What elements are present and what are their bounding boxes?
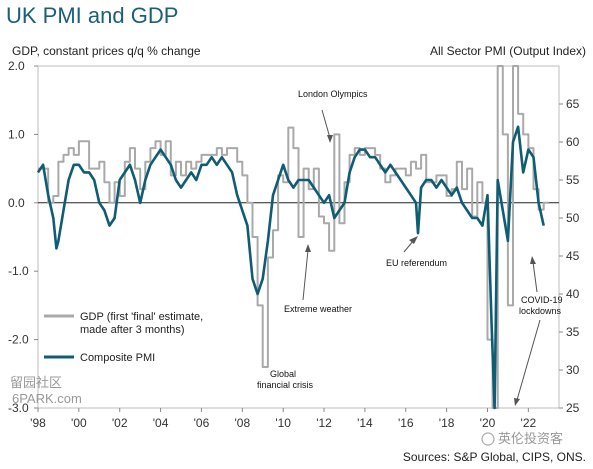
watermark-site: 留园社区 bbox=[10, 375, 62, 390]
watermark-url: 6PARK.com bbox=[12, 391, 82, 406]
annotation-arrow bbox=[516, 319, 541, 401]
plot-frame bbox=[37, 65, 560, 409]
annotation-lockdowns: lockdowns bbox=[519, 306, 562, 316]
x-tick-label: '02 bbox=[112, 416, 128, 430]
x-tick-label: '10 bbox=[275, 416, 291, 430]
x-tick-label: '98 bbox=[30, 416, 46, 430]
arrowhead-icon bbox=[514, 398, 520, 406]
right-tick-label: 30 bbox=[566, 363, 580, 377]
left-axis-label: GDP, constant prices q/q % change bbox=[12, 44, 201, 58]
right-axis: 65 60 55 50 45 40 35 30 25 bbox=[559, 97, 580, 415]
x-tick-label: '04 bbox=[153, 416, 169, 430]
right-tick-label: 25 bbox=[566, 401, 580, 415]
annotation-financial-crisis: financial crisis bbox=[257, 380, 314, 390]
x-tick-label: '12 bbox=[316, 416, 332, 430]
source-note: Sources: S&P Global, CIPS, ONS. bbox=[403, 450, 586, 464]
annotation-global: Global bbox=[270, 369, 296, 379]
x-tick-label: '18 bbox=[439, 416, 455, 430]
wechat-icon bbox=[481, 432, 495, 446]
x-tick-label: '14 bbox=[357, 416, 373, 430]
right-tick-label: 50 bbox=[566, 211, 580, 225]
pmi-series-line bbox=[36, 125, 545, 410]
watermark-account: 英伦投资客 bbox=[498, 431, 563, 446]
legend-label-gdp-line2: made after 3 months) bbox=[80, 324, 185, 336]
right-tick-label: 45 bbox=[566, 249, 580, 263]
chart-title: UK PMI and GDP bbox=[6, 3, 178, 28]
x-axis: '98 '00 '02 '04 '06 '08 '10 '12 '14 '16 '18 '20 '22 bbox=[30, 408, 536, 430]
x-tick-label: '22 bbox=[521, 416, 537, 430]
left-tick-label: 2.0 bbox=[8, 59, 25, 73]
left-tick-label: 1.0 bbox=[8, 127, 25, 141]
right-tick-label: 65 bbox=[566, 97, 580, 111]
arrowhead-icon bbox=[409, 236, 418, 244]
legend: GDP (first 'final' estimate, made after … bbox=[44, 311, 203, 364]
x-tick-label: '08 bbox=[234, 416, 250, 430]
left-axis: 2.0 1.0 0.0 -1.0 -2.0 -3.0 bbox=[8, 59, 38, 415]
annotation-arrow bbox=[321, 109, 331, 139]
arrowhead-icon bbox=[327, 135, 333, 143]
x-tick-label: '00 bbox=[71, 416, 87, 430]
x-tick-label: '06 bbox=[194, 416, 210, 430]
right-tick-label: 60 bbox=[566, 135, 580, 149]
right-tick-label: 40 bbox=[566, 287, 580, 301]
right-axis-label: All Sector PMI (Output Index) bbox=[430, 44, 586, 58]
left-tick-label: -1.0 bbox=[8, 264, 29, 278]
arrowhead-icon bbox=[530, 256, 536, 264]
annotation-covid-19: COVID-19 bbox=[521, 295, 563, 305]
left-tick-label: -2.0 bbox=[8, 333, 29, 347]
annotation-arrow bbox=[302, 249, 309, 301]
right-tick-label: 55 bbox=[566, 173, 580, 187]
legend-label-gdp-line1: GDP (first 'final' estimate, bbox=[80, 311, 203, 323]
legend-label-pmi: Composite PMI bbox=[80, 352, 155, 364]
left-tick-label: 0.0 bbox=[8, 196, 25, 210]
left-tick-label: -3.0 bbox=[8, 401, 29, 415]
annotation-eu-referendum: EU referendum bbox=[386, 258, 447, 268]
arrowhead-icon bbox=[305, 244, 311, 252]
right-tick-label: 35 bbox=[566, 325, 580, 339]
annotation-london-olympics: London Olympics bbox=[298, 89, 368, 99]
x-tick-label: '20 bbox=[480, 416, 496, 430]
gdp-series-line bbox=[38, 65, 549, 409]
annotation-extreme-weather: Extreme weather bbox=[284, 304, 352, 314]
x-tick-label: '16 bbox=[398, 416, 414, 430]
annotation-arrow bbox=[532, 261, 538, 293]
